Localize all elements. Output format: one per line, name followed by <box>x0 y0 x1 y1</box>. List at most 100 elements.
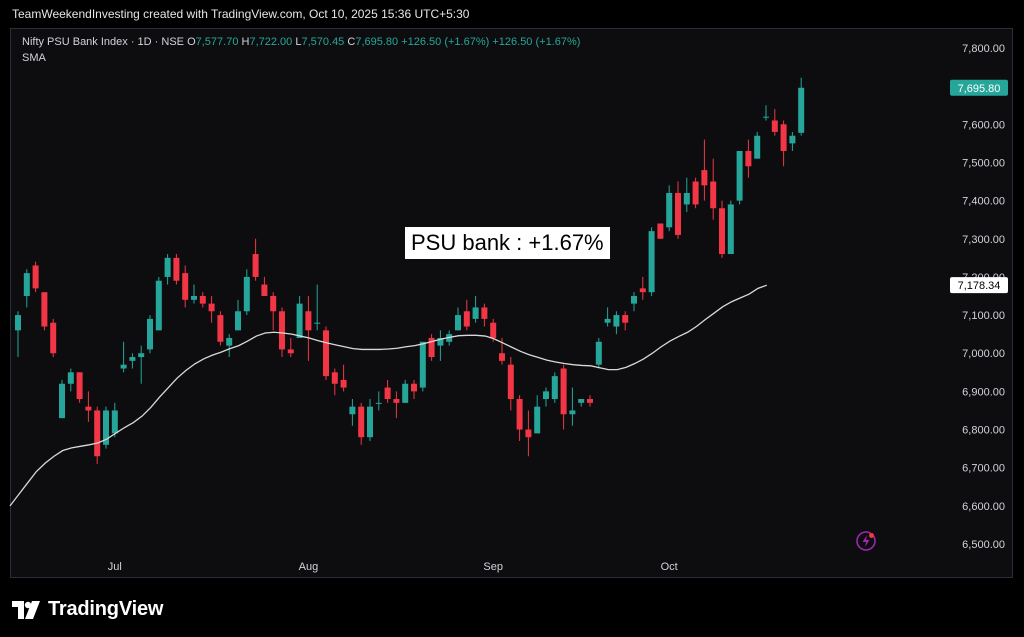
low-value: 7,570.45 <box>301 36 345 48</box>
candle-body <box>331 372 338 384</box>
low-label: L <box>295 36 302 48</box>
candle-body <box>147 318 153 350</box>
candle-body <box>59 383 65 419</box>
candle-body <box>120 364 127 369</box>
candle-body <box>305 311 312 331</box>
candle-body <box>587 399 593 403</box>
tradingview-wordmark: TradingView <box>48 598 164 620</box>
candle-body <box>683 192 690 205</box>
candle-body <box>182 273 189 300</box>
candle-body <box>226 337 233 346</box>
candle-body <box>543 391 549 400</box>
y-tick-label: 7,000.00 <box>962 348 1005 360</box>
candle-body <box>578 399 585 403</box>
candle-body <box>499 353 505 361</box>
y-tick-label: 6,500.00 <box>962 539 1005 551</box>
candle-body <box>419 341 426 388</box>
candle-body <box>358 406 365 438</box>
created-with-text: TeamWeekendInvesting created with Tradin… <box>12 7 470 21</box>
candle-body <box>455 315 461 331</box>
lightning-icon[interactable] <box>855 530 877 557</box>
last-price-label: 7,695.80 <box>958 83 1001 95</box>
change-value-2: +126.50 (+1.67%) <box>492 36 581 48</box>
candle-body <box>754 135 761 159</box>
candle-body <box>639 288 646 293</box>
candle-body <box>393 399 400 403</box>
open-value: 7,577.70 <box>195 36 239 48</box>
candle-body <box>719 208 725 255</box>
candle-body <box>631 296 637 304</box>
candle-body <box>217 315 224 342</box>
candle-body <box>507 364 514 400</box>
candle-body <box>525 429 532 438</box>
close-value: 7,695.80 <box>355 36 399 48</box>
x-tick-label: Sep <box>483 561 503 573</box>
candle-body <box>411 383 417 392</box>
y-tick-label: 6,900.00 <box>962 386 1005 398</box>
candle-body <box>771 120 778 132</box>
candle-body <box>595 341 602 365</box>
sma-indicator-label[interactable]: SMA <box>22 52 46 64</box>
change-value: +126.50 (+1.67%) <box>401 36 490 48</box>
chart-panel[interactable] <box>10 28 1013 578</box>
high-value: 7,722.00 <box>249 36 293 48</box>
candle-body <box>270 296 277 312</box>
candle-body <box>349 406 356 415</box>
candle-body <box>384 387 391 400</box>
candle-body <box>296 303 303 338</box>
candle-body <box>173 257 180 281</box>
candle-body <box>569 410 576 415</box>
candle-body <box>85 406 92 411</box>
y-tick-label: 7,400.00 <box>962 196 1005 208</box>
candle-body <box>235 311 241 331</box>
candle-body <box>41 292 48 327</box>
candle-body <box>613 315 620 327</box>
sma-value-badge <box>950 277 1008 294</box>
candle-body <box>261 284 268 296</box>
candle-body <box>604 318 611 323</box>
candle-body <box>463 311 470 327</box>
candle-body <box>534 406 541 434</box>
candle-body <box>692 181 699 205</box>
candle-body <box>789 135 796 144</box>
candle-body <box>437 337 444 346</box>
candle-body <box>314 322 321 324</box>
candle-body <box>164 257 171 277</box>
tradingview-logo[interactable]: TradingView <box>12 598 163 621</box>
sma-line <box>9 284 768 507</box>
candle-body <box>472 307 479 319</box>
candle-body <box>481 307 488 319</box>
candle-body <box>191 296 197 300</box>
candle-body <box>551 376 558 400</box>
annotation-text: PSU bank : +1.67% <box>405 227 610 259</box>
candle-body <box>622 315 629 323</box>
candle-body <box>516 399 523 430</box>
candle-body <box>67 372 74 384</box>
x-tick-label: Oct <box>661 561 678 573</box>
candle-body <box>727 204 734 255</box>
candle-body <box>50 322 57 354</box>
x-tick-label: Aug <box>299 561 319 573</box>
y-tick-label: 6,600.00 <box>962 501 1005 513</box>
candle-body <box>23 273 30 296</box>
candle-body <box>32 265 39 289</box>
candle-body <box>15 315 21 331</box>
top-info-bar: TeamWeekendInvesting created with Tradin… <box>0 0 1024 28</box>
candle-body <box>428 337 435 358</box>
candle-body <box>129 357 136 361</box>
y-tick-label: 7,600.00 <box>962 119 1005 131</box>
candle-body <box>111 410 118 434</box>
candle-body <box>736 151 743 201</box>
candle-body <box>375 402 382 404</box>
symbol-name[interactable]: Nifty PSU Bank Index · 1D · NSE <box>22 36 184 48</box>
candle-body <box>701 170 708 186</box>
candle-body <box>402 383 409 403</box>
y-tick-label: 7,100.00 <box>962 310 1005 322</box>
candle-body <box>279 311 285 350</box>
last-price-badge <box>950 79 1008 96</box>
candle-body <box>780 124 787 152</box>
candle-body <box>323 330 329 377</box>
candle-body <box>675 192 681 235</box>
candle-body <box>666 192 673 228</box>
